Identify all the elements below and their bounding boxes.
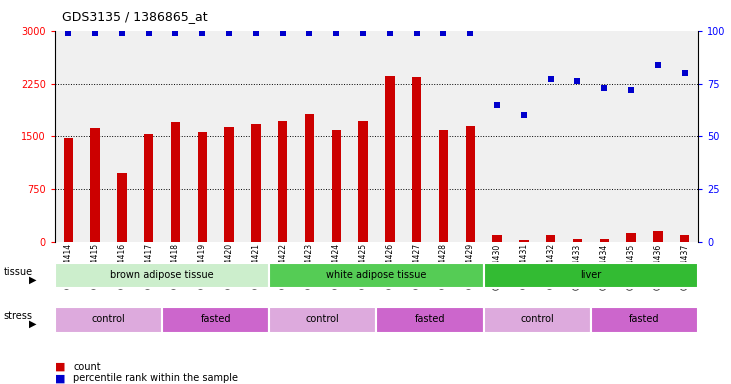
- Text: fasted: fasted: [414, 314, 445, 324]
- Bar: [197, 132, 207, 242]
- Text: tissue: tissue: [4, 266, 33, 277]
- Bar: [599, 239, 609, 242]
- Bar: [117, 173, 126, 242]
- Point: [143, 30, 154, 36]
- Bar: [224, 127, 234, 242]
- Text: ■: ■: [55, 373, 65, 383]
- Point: [250, 30, 262, 36]
- Bar: [269, 307, 376, 333]
- Bar: [519, 240, 529, 242]
- Point: [197, 30, 208, 36]
- Text: fasted: fasted: [629, 314, 660, 324]
- Point: [170, 30, 181, 36]
- Bar: [305, 114, 314, 242]
- Bar: [439, 130, 448, 242]
- Point: [518, 112, 530, 118]
- Point: [679, 70, 691, 76]
- Text: control: control: [306, 314, 340, 324]
- Bar: [385, 76, 395, 242]
- Text: GDS3135 / 1386865_at: GDS3135 / 1386865_at: [62, 10, 208, 23]
- Text: stress: stress: [4, 311, 33, 321]
- Point: [438, 30, 450, 36]
- Bar: [64, 138, 73, 242]
- Text: control: control: [91, 314, 125, 324]
- Bar: [144, 134, 154, 242]
- Text: brown adipose tissue: brown adipose tissue: [110, 270, 214, 280]
- Point: [89, 30, 101, 36]
- Point: [652, 61, 664, 68]
- Bar: [55, 263, 269, 288]
- Point: [277, 30, 289, 36]
- Text: percentile rank within the sample: percentile rank within the sample: [73, 373, 238, 383]
- Point: [625, 87, 637, 93]
- Bar: [55, 307, 162, 333]
- Point: [572, 78, 583, 84]
- Point: [491, 101, 503, 108]
- Bar: [171, 122, 180, 242]
- Bar: [278, 121, 287, 242]
- Point: [330, 30, 342, 36]
- Text: fasted: fasted: [200, 314, 231, 324]
- Bar: [162, 307, 269, 333]
- Bar: [626, 233, 636, 242]
- Bar: [546, 235, 556, 242]
- Bar: [573, 240, 582, 242]
- Text: ■: ■: [55, 362, 65, 372]
- Bar: [251, 124, 260, 242]
- Bar: [332, 130, 341, 242]
- Point: [62, 30, 74, 36]
- Bar: [412, 77, 421, 242]
- Point: [599, 85, 610, 91]
- Bar: [680, 235, 689, 242]
- Point: [223, 30, 235, 36]
- Text: ▶: ▶: [29, 274, 37, 285]
- Text: count: count: [73, 362, 101, 372]
- Point: [545, 76, 556, 83]
- Text: white adipose tissue: white adipose tissue: [326, 270, 427, 280]
- Text: control: control: [520, 314, 554, 324]
- Point: [411, 30, 423, 36]
- Bar: [376, 307, 484, 333]
- Bar: [484, 263, 698, 288]
- Bar: [654, 231, 662, 242]
- Bar: [466, 126, 475, 242]
- Bar: [358, 121, 368, 242]
- Bar: [484, 307, 591, 333]
- Text: ▶: ▶: [29, 318, 37, 329]
- Point: [357, 30, 369, 36]
- Point: [464, 30, 476, 36]
- Point: [116, 30, 128, 36]
- Point: [303, 30, 315, 36]
- Bar: [493, 235, 501, 242]
- Bar: [91, 128, 99, 242]
- Bar: [269, 263, 484, 288]
- Bar: [591, 307, 698, 333]
- Text: liver: liver: [580, 270, 602, 280]
- Point: [384, 30, 395, 36]
